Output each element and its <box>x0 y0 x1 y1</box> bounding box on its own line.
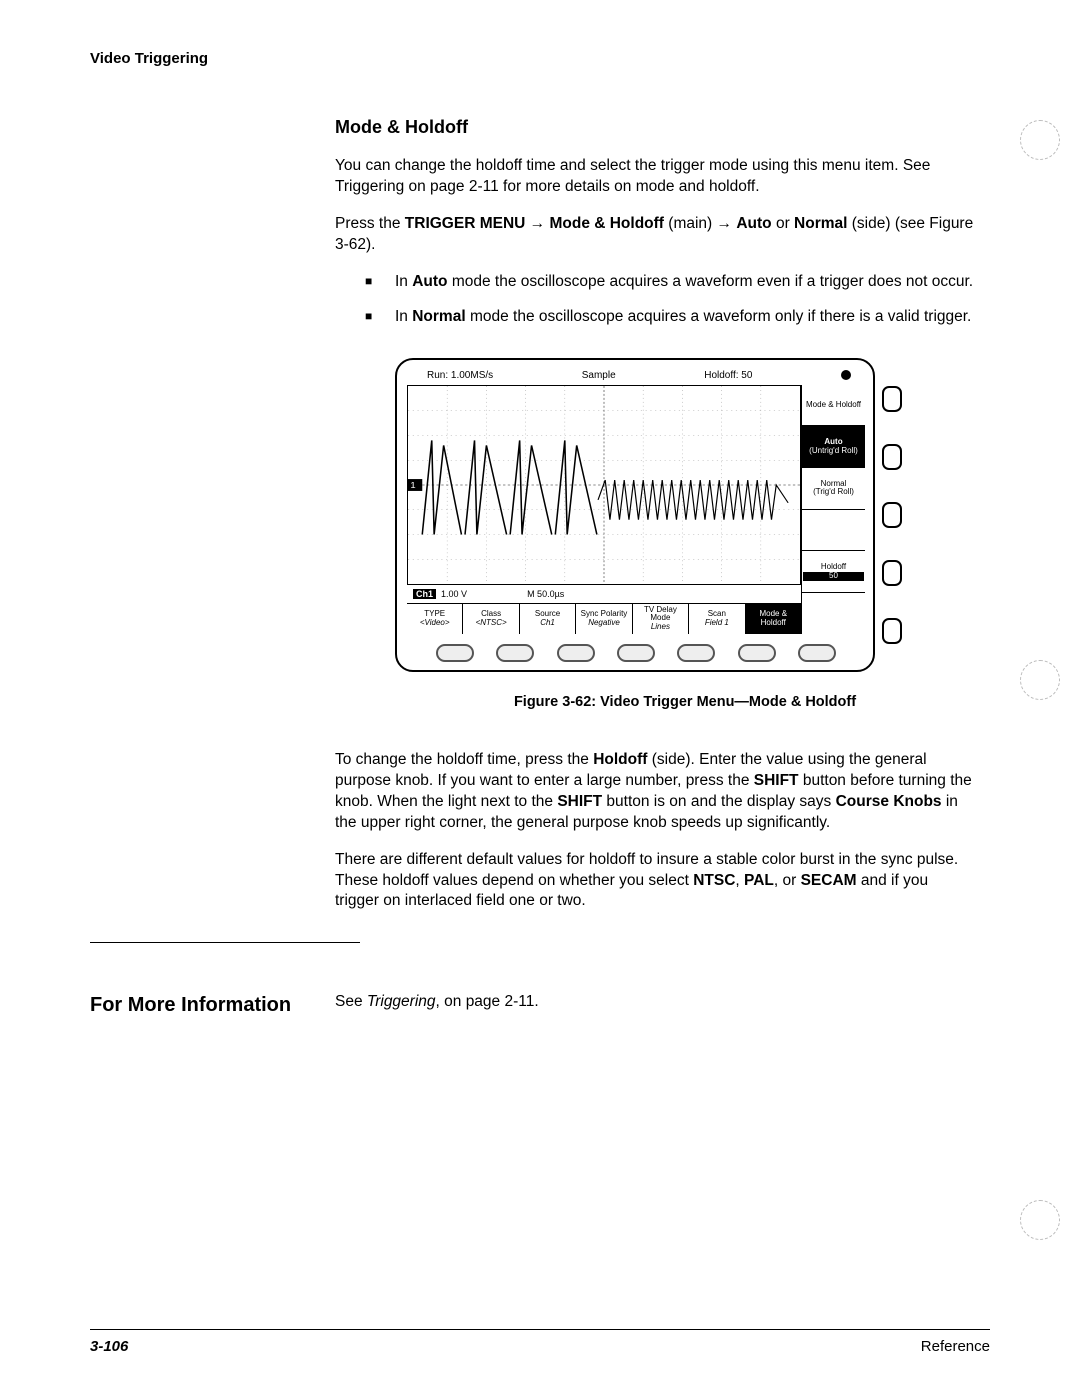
svg-text:1: 1 <box>410 480 415 489</box>
bezel-side-buttons <box>875 358 905 672</box>
text: Press the <box>335 215 405 232</box>
bezel-side-button[interactable] <box>882 502 902 528</box>
softkey-scan[interactable]: ScanField 1 <box>689 604 745 634</box>
side-btn-empty2[interactable] <box>802 593 865 634</box>
scope-status-bar: Run: 1.00MS/s Sample Holdoff: 50 <box>407 370 865 385</box>
page-footer: 3-106 Reference <box>90 1329 990 1355</box>
for-more-body: See Triggering, on page 2-11. <box>335 993 990 1018</box>
bezel-button[interactable] <box>436 644 474 662</box>
bezel-button[interactable] <box>496 644 534 662</box>
channel-badge: Ch1 <box>413 589 436 599</box>
xref-triggering: Triggering <box>367 993 436 1010</box>
softkey-tvdelay[interactable]: TV Delay ModeLines <box>633 604 689 634</box>
bezel-button[interactable] <box>798 644 836 662</box>
label-ntsc: NTSC <box>693 872 735 889</box>
bezel-button[interactable] <box>677 644 715 662</box>
footer-label: Reference <box>921 1338 990 1355</box>
section-rule <box>90 942 360 943</box>
text: mode the oscilloscope acquires a wavefor… <box>448 273 974 290</box>
side-btn-empty[interactable] <box>802 510 865 552</box>
paragraph-press: Press the TRIGGER MENU → Mode & Holdoff … <box>335 214 975 256</box>
for-more-heading: For More Information <box>90 993 335 1018</box>
ch-volts: 1.00 V <box>441 589 467 599</box>
label-auto: Auto <box>412 273 447 290</box>
figure-scope: Run: 1.00MS/s Sample Holdoff: 50 <box>395 358 975 710</box>
label-holdoff: Holdoff <box>593 751 647 768</box>
text: (main) <box>664 215 717 232</box>
text: In <box>395 273 412 290</box>
side-btn-normal[interactable]: Normal(Trig'd Roll) <box>802 468 865 510</box>
list-item: In Auto mode the oscilloscope acquires a… <box>365 272 975 293</box>
bezel-side-button[interactable] <box>882 386 902 412</box>
softkey-type[interactable]: TYPE<Video> <box>407 604 463 634</box>
list-item: In Normal mode the oscilloscope acquires… <box>365 307 975 328</box>
bezel-button[interactable] <box>738 644 776 662</box>
label-trigger-menu: TRIGGER MENU <box>405 215 526 232</box>
binder-hole <box>1020 660 1060 700</box>
status-run: Run: 1.00MS/s <box>427 370 493 381</box>
label-mode-holdoff: Mode & Holdoff <box>549 215 664 232</box>
main-content: Mode & Holdoff You can change the holdof… <box>335 117 975 912</box>
label-shift: SHIFT <box>754 772 799 789</box>
label-normal: Normal <box>412 308 465 325</box>
readout-row: Ch1 1.00 V M 50.0µs <box>407 585 801 601</box>
arrow-icon: → <box>717 215 737 232</box>
text: mode the oscilloscope acquires a wavefor… <box>466 308 972 325</box>
bezel-button[interactable] <box>557 644 595 662</box>
bezel-buttons-row <box>407 634 865 664</box>
label-course-knobs: Course Knobs <box>836 793 942 810</box>
status-sample: Sample <box>582 370 616 381</box>
bezel-button[interactable] <box>617 644 655 662</box>
label-pal: PAL <box>744 872 774 889</box>
bezel-side-button[interactable] <box>882 618 902 644</box>
label-secam: SECAM <box>801 872 857 889</box>
arrow-icon: → <box>525 215 549 232</box>
softkey-sync[interactable]: Sync PolarityNegative <box>576 604 632 634</box>
status-holdoff: Holdoff: 50 <box>704 370 752 381</box>
for-more-info-section: For More Information See Triggering, on … <box>90 983 990 1018</box>
binder-hole <box>1020 1200 1060 1240</box>
binder-hole <box>1020 120 1060 160</box>
side-label-mode-holdoff: Mode & Holdoff <box>802 385 865 427</box>
text: or <box>772 215 794 232</box>
oscilloscope-frame: Run: 1.00MS/s Sample Holdoff: 50 <box>395 358 875 672</box>
softkey-mode-holdoff[interactable]: Mode &Holdoff <box>746 604 801 634</box>
page-number: 3-106 <box>90 1338 128 1355</box>
side-btn-auto[interactable]: Auto(Untrig'd Roll) <box>802 426 865 468</box>
softkey-class[interactable]: Class<NTSC> <box>463 604 519 634</box>
bezel-side-button[interactable] <box>882 560 902 586</box>
bottom-softkey-menu: TYPE<Video> Class<NTSC> SourceCh1 Sync P… <box>407 603 801 634</box>
label-auto: Auto <box>736 215 771 232</box>
paragraph-holdoff-instructions: To change the holdoff time, press the Ho… <box>335 750 975 834</box>
bullet-list: In Auto mode the oscilloscope acquires a… <box>335 272 975 328</box>
paragraph-defaults: There are different default values for h… <box>335 850 975 913</box>
figure-caption: Figure 3-62: Video Trigger Menu—Mode & H… <box>395 694 975 710</box>
running-header: Video Triggering <box>90 50 990 67</box>
text: , on page 2-11. <box>436 993 539 1010</box>
label-shift: SHIFT <box>557 793 602 810</box>
text: See <box>335 993 367 1010</box>
section-heading: Mode & Holdoff <box>335 117 975 138</box>
label-normal: Normal <box>794 215 847 232</box>
text: In <box>395 308 412 325</box>
waveform-plot: 1 <box>407 385 801 585</box>
bezel-side-button[interactable] <box>882 444 902 470</box>
softkey-source[interactable]: SourceCh1 <box>520 604 576 634</box>
waveform-svg: 1 <box>408 386 800 584</box>
timebase: M 50.0µs <box>527 589 564 599</box>
knob-indicator-icon <box>841 370 851 380</box>
side-softkey-menu: Mode & Holdoff Auto(Untrig'd Roll) Norma… <box>801 385 865 634</box>
side-btn-holdoff[interactable]: Holdoff50 <box>802 551 865 593</box>
scope-screen: 1 Ch1 1.00 V M 50.0µs TYPE<Video> <box>407 385 801 634</box>
paragraph-intro: You can change the holdoff time and sele… <box>335 156 975 198</box>
